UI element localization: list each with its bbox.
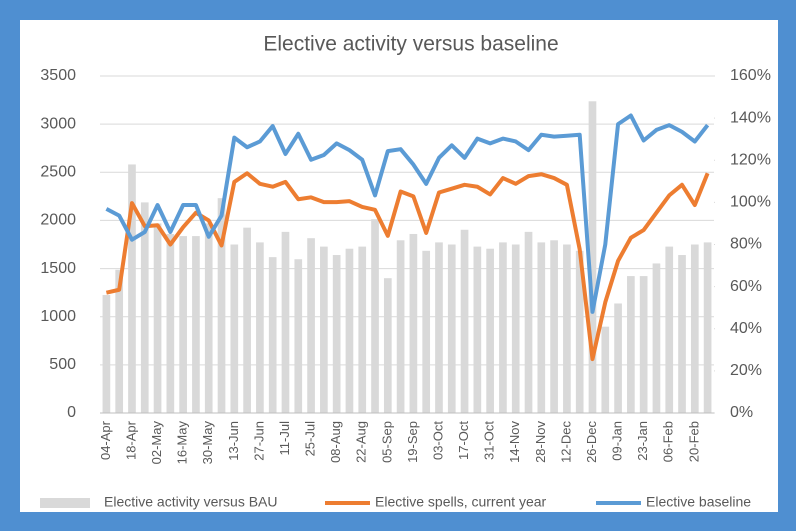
x-tick-label: 04-Apr xyxy=(98,420,113,460)
y2-tick-label: 0% xyxy=(730,404,753,421)
line-series xyxy=(105,171,710,362)
x-tick-label: 03-Oct xyxy=(430,421,445,460)
bar xyxy=(524,231,533,413)
bar xyxy=(703,242,712,413)
x-tick-label: 20-Feb xyxy=(686,421,701,462)
x-tick-label: 11-Jul xyxy=(277,421,292,456)
y-tick-label: 500 xyxy=(49,356,76,373)
bar xyxy=(575,250,584,413)
chart-title: Elective activity versus baseline xyxy=(263,33,558,56)
y2-tick-label: 160% xyxy=(730,67,771,84)
y2-tick-label: 80% xyxy=(730,236,762,253)
bar xyxy=(153,223,162,413)
bar xyxy=(447,244,456,413)
y-tick-label: 1500 xyxy=(40,260,76,277)
bar xyxy=(537,242,546,413)
line-series xyxy=(105,113,710,314)
x-tick-label: 02-May xyxy=(149,421,164,465)
bar xyxy=(307,238,315,413)
bar xyxy=(140,202,149,413)
bar xyxy=(115,269,124,413)
x-tick-label: 06-Feb xyxy=(661,421,676,462)
y-tick-label: 3000 xyxy=(40,115,76,132)
bar xyxy=(383,278,392,413)
bar xyxy=(217,198,226,413)
bar xyxy=(511,244,520,413)
bar xyxy=(179,236,187,413)
x-tick-label: 25-Jul xyxy=(303,421,318,457)
bar xyxy=(563,244,571,413)
x-tick-label: 28-Nov xyxy=(533,421,548,463)
x-tick-label: 17-Oct xyxy=(456,421,471,460)
legend-swatch xyxy=(40,498,90,508)
x-tick-label: 31-Oct xyxy=(482,421,497,460)
bar xyxy=(371,219,379,413)
x-tick-label: 19-Sep xyxy=(405,421,420,463)
bar xyxy=(166,233,175,413)
bar xyxy=(230,244,239,413)
bar xyxy=(435,242,443,413)
bar xyxy=(486,248,494,413)
bar xyxy=(601,326,610,413)
legend-label: Elective baseline xyxy=(646,494,751,510)
x-tick-label: 16-May xyxy=(175,421,190,465)
y-tick-label: 2000 xyxy=(40,212,76,229)
bar xyxy=(614,303,622,413)
bar xyxy=(422,250,431,413)
bar xyxy=(358,246,367,413)
y2-tick-label: 140% xyxy=(730,109,771,126)
y2-tick-label: 120% xyxy=(730,151,771,168)
bar xyxy=(639,276,648,413)
bar xyxy=(345,248,354,413)
bar xyxy=(409,233,418,413)
bar xyxy=(588,101,597,414)
bar xyxy=(690,244,699,413)
bar xyxy=(102,295,111,413)
y-tick-label: 1000 xyxy=(40,308,76,325)
x-tick-label: 23-Jan xyxy=(635,421,650,461)
legend-label: Elective spells, current year xyxy=(375,494,547,510)
y2-tick-label: 40% xyxy=(730,320,762,337)
bar xyxy=(192,236,200,413)
bar xyxy=(294,259,303,413)
x-tick-label: 30-May xyxy=(200,421,215,465)
legend-label: Elective activity versus BAU xyxy=(104,494,278,510)
x-tick-label: 27-Jun xyxy=(251,421,266,461)
bar xyxy=(460,229,469,413)
x-tick-label: 22-Aug xyxy=(354,421,369,463)
bar xyxy=(128,164,136,413)
x-tick-label: 18-Apr xyxy=(123,420,138,460)
x-tick-label: 05-Sep xyxy=(379,421,394,463)
y2-tick-label: 20% xyxy=(730,362,762,379)
x-tick-label: 26-Dec xyxy=(584,421,599,463)
x-tick-label: 08-Aug xyxy=(328,421,343,463)
x-tick-label: 13-Jun xyxy=(226,421,241,461)
bar xyxy=(268,257,277,413)
y-tick-label: 0 xyxy=(67,404,76,421)
bar xyxy=(473,246,482,413)
y2-tick-label: 60% xyxy=(730,278,762,295)
bar xyxy=(550,240,558,413)
bar xyxy=(652,263,661,413)
x-tick-label: 09-Jan xyxy=(610,421,625,461)
bar xyxy=(627,276,635,413)
bar xyxy=(243,227,251,413)
y-tick-label: 3500 xyxy=(40,67,76,84)
y-tick-label: 2500 xyxy=(40,164,76,181)
x-tick-label: 12-Dec xyxy=(558,421,573,463)
bar xyxy=(332,255,341,413)
y2-tick-label: 100% xyxy=(730,194,771,211)
bar xyxy=(665,246,674,413)
bar xyxy=(320,246,328,413)
bar xyxy=(499,242,507,413)
bar xyxy=(396,240,405,413)
x-tick-label: 14-Nov xyxy=(507,421,522,463)
bar xyxy=(678,255,686,413)
bar xyxy=(204,223,213,413)
bar xyxy=(281,231,290,413)
bar xyxy=(256,242,264,413)
